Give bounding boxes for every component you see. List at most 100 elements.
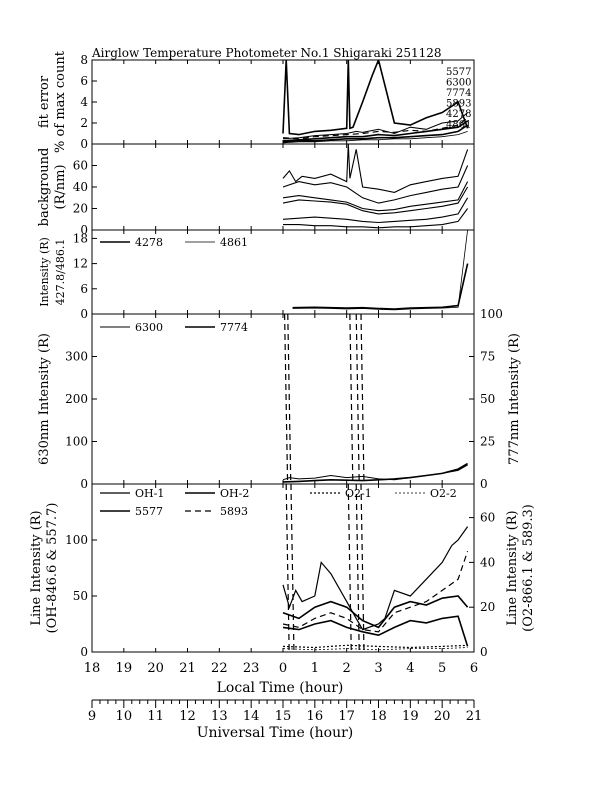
local-tick-label: 4: [406, 661, 414, 676]
series-line-O2-2: [282, 647, 468, 651]
y2-tick-label: 25: [480, 435, 495, 449]
y-axis-label: 630nm Intensity (R): [37, 333, 52, 465]
ut-tick-label: 12: [179, 709, 196, 724]
legend-label-5577: 5577: [135, 505, 163, 518]
series-line-bg-3: [282, 186, 469, 215]
series-line-4278: [292, 263, 469, 310]
series-line-5577: [282, 615, 469, 647]
y2-tick-label: 20: [480, 600, 495, 614]
y2-axis-label-2: (O2-866.1 & 589.3): [521, 504, 536, 632]
panel-fit_error: 0 2 4 6 8 fit error% of max count 557763007774…: [37, 50, 475, 153]
legend-label-7774: 7774: [220, 321, 248, 334]
local-tick-label: 5: [438, 661, 446, 676]
fit-label-7774: 7774: [446, 88, 471, 99]
series-group: [292, 230, 469, 311]
ut-tick-label: 13: [211, 709, 228, 724]
ut-tick-label: 18: [370, 709, 387, 724]
ut-tick-label: 21: [466, 709, 483, 724]
local-time-label: Local Time (hour): [217, 680, 344, 696]
y-tick-label: 50: [73, 589, 88, 603]
spike-line: [355, 314, 360, 484]
y2-tick-label: 75: [480, 350, 495, 364]
y2-tick-label: 60: [480, 511, 495, 525]
local-tick-label: 20: [147, 661, 164, 676]
y-tick-label: 200: [65, 392, 88, 406]
fit-label-5893: 5893: [446, 99, 471, 110]
panel-frame: [91, 313, 475, 485]
y-tick-label: 8: [80, 53, 88, 67]
y-tick-label: 20: [73, 202, 88, 216]
ut-tick-label: 15: [275, 709, 292, 724]
y2-tick-label: 0: [480, 645, 488, 659]
x-axes: 18 19 20 21 22 23 0 1 2 3 4 5 69 10 11 12 13 14 15 16 17 18 19…: [84, 661, 483, 724]
legend-label-6300: 6300: [135, 321, 163, 334]
series-line-bg-5: [283, 208, 469, 229]
y-tick-label: 0: [80, 307, 88, 321]
local-tick-label: 1: [311, 661, 319, 676]
y-tick-label: 0: [80, 223, 88, 237]
fit-label-5577: 5577: [446, 67, 471, 78]
y-tick-label: 18: [73, 231, 88, 245]
legend-label-OH-2: OH-2: [220, 487, 249, 500]
spike-line: [355, 484, 360, 652]
panel-red_lines: 0 100 200 300 0 25 50 75 100 630nm Intensity (R) 7…: [37, 307, 522, 491]
y-tick-label: 0: [80, 137, 88, 151]
local-tick-label: 23: [243, 661, 260, 676]
fit-label-6300: 6300: [446, 78, 471, 89]
spike-line: [285, 484, 290, 652]
y2-tick-label: 0: [480, 477, 488, 491]
series-line-5893: [282, 551, 469, 633]
y-axis-label-2: % of max count: [53, 50, 68, 153]
local-tick-label: 18: [84, 661, 101, 676]
series-line-O2-1: [282, 644, 468, 649]
y2-axis-label: 777nm Intensity (R): [507, 333, 522, 465]
spike-line: [290, 484, 295, 652]
y-tick-label: 4: [80, 95, 88, 109]
y2-tick-label: 100: [480, 307, 503, 321]
y-axis-label-2: 427.8/486.1: [54, 239, 67, 306]
series-line-5893: [282, 117, 468, 140]
y-axis-label: Line Intensity (R): [29, 510, 44, 625]
spike-line: [347, 484, 352, 652]
series-line-4861: [282, 131, 468, 144]
spike-line: [283, 314, 289, 484]
ut-tick-label: 9: [88, 709, 96, 724]
ut-tick-label: 20: [434, 709, 451, 724]
spike-line: [360, 314, 365, 484]
ut-tick-label: 10: [116, 709, 133, 724]
y-tick-label: 0: [80, 645, 88, 659]
y-tick-label: 100: [65, 533, 88, 547]
series-line-4861: [292, 230, 468, 311]
series-line-7774: [282, 462, 469, 483]
local-tick-label: 22: [211, 661, 228, 676]
y-tick-label: 2: [80, 116, 88, 130]
legend-label-O2-2: O2-2: [430, 487, 457, 500]
y-tick-label: 12: [73, 257, 88, 271]
ut-time-label: Universal Time (hour): [197, 725, 354, 741]
series-line-bg-4: [282, 197, 469, 224]
y-axis-label: background: [37, 148, 52, 227]
series-group: [282, 484, 469, 652]
legend-label-5893: 5893: [220, 505, 248, 518]
legend-label-4278: 4278: [135, 236, 163, 249]
y-tick-label: 40: [73, 180, 88, 194]
y-tick-label: 60: [73, 159, 88, 173]
legend-label-4861: 4861: [220, 236, 248, 249]
series-line-bg-0: [282, 144, 469, 193]
spike-line: [360, 484, 365, 652]
y-tick-label: 6: [80, 74, 88, 88]
series-line-OH-2: [282, 595, 469, 629]
ut-tick-label: 17: [338, 709, 355, 724]
local-tick-label: 21: [179, 661, 196, 676]
series-line-7774: [282, 120, 469, 142]
series-line-bg-1: [282, 165, 469, 204]
series-group: [282, 60, 469, 144]
y-axis-label: Intensity (R): [38, 237, 51, 307]
series-group: [282, 314, 469, 484]
y-axis-label: fit error: [37, 75, 52, 128]
ut-tick-label: 19: [402, 709, 419, 724]
chart-title: Airglow Temperature Photometer No.1 Shig…: [91, 46, 442, 60]
